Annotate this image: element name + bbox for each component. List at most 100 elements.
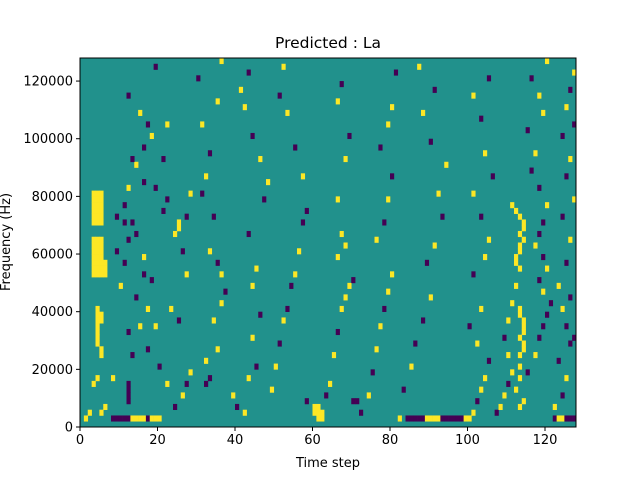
heatmap-cell: [517, 352, 523, 359]
heatmap-cell: [103, 403, 108, 411]
heatmap-cell: [103, 271, 108, 278]
heatmap-cell: [165, 380, 170, 387]
heatmap-cell: [328, 380, 333, 387]
heatmap-cell: [517, 305, 523, 312]
x-axis-title: Time step: [295, 456, 360, 471]
heatmap-cell: [95, 311, 100, 318]
heatmap-cell: [95, 375, 100, 382]
heatmap-cell: [335, 254, 340, 261]
heatmap-cell: [184, 380, 189, 387]
heatmap-cell: [568, 156, 573, 163]
heatmap-cell: [351, 398, 356, 405]
heatmap-cell: [142, 179, 147, 186]
heatmap-cell: [552, 415, 557, 422]
heatmap-cell: [436, 190, 441, 197]
heatmap-cell: [471, 190, 476, 197]
heatmap-cell: [99, 271, 104, 278]
heatmap-cell: [393, 69, 399, 76]
heatmap-cell: [421, 109, 426, 116]
heatmap-cell: [510, 300, 515, 307]
heatmap-cell: [91, 248, 96, 255]
heatmap-cell: [370, 369, 375, 376]
heatmap-cell: [409, 363, 414, 370]
heatmap-cell: [142, 271, 147, 278]
heatmap-cell: [99, 409, 104, 416]
heatmap-cell: [316, 415, 321, 422]
heatmap-cell: [207, 248, 213, 255]
heatmap-cell: [95, 328, 100, 336]
heatmap-cell: [130, 156, 135, 163]
heatmap-cell: [564, 173, 569, 180]
heatmap-cell: [424, 415, 430, 422]
heatmap-cell: [541, 109, 546, 116]
heatmap-cell: [173, 230, 178, 238]
heatmap-cell: [304, 398, 309, 405]
heatmap-cell: [114, 248, 120, 255]
heatmap-cell: [471, 409, 476, 416]
heatmap-cell: [176, 317, 182, 324]
heatmap-cell: [293, 144, 298, 151]
heatmap-cell: [142, 415, 147, 422]
heatmap-cell: [258, 311, 263, 318]
heatmap-cell: [417, 63, 422, 70]
heatmap-cell: [149, 277, 154, 284]
heatmap-cell: [99, 352, 104, 359]
heatmap-cell: [560, 392, 565, 399]
heatmap-cell: [215, 346, 220, 353]
heatmap-cell: [517, 242, 523, 249]
heatmap-cell: [525, 127, 530, 134]
heatmap-cell: [347, 132, 352, 140]
heatmap-cell: [99, 346, 104, 353]
plot-background: [80, 58, 576, 427]
y-axis-title: Frequency (Hz): [0, 193, 14, 291]
heatmap-cell: [517, 230, 523, 238]
y-tick-label: 100000: [23, 132, 73, 147]
heatmap-cell: [285, 109, 290, 116]
heatmap-cell: [95, 334, 100, 341]
heatmap-cell: [99, 202, 104, 209]
heatmap-cell: [517, 363, 523, 370]
heatmap-cell: [215, 98, 220, 105]
heatmap-cell: [153, 184, 158, 191]
heatmap-cell: [521, 328, 526, 336]
heatmap-cell: [145, 415, 151, 422]
heatmap-cell: [498, 403, 503, 411]
heatmap-cell: [417, 415, 422, 422]
heatmap-cell: [200, 190, 205, 197]
heatmap-cell: [153, 63, 158, 70]
heatmap-cell: [91, 219, 96, 226]
heatmap-cell: [126, 415, 131, 422]
heatmap-cell: [242, 409, 247, 416]
heatmap-cell: [204, 173, 209, 180]
heatmap-cell: [529, 75, 534, 82]
heatmap-cell: [521, 236, 526, 243]
heatmap-cell: [343, 294, 348, 301]
heatmap-cell: [510, 369, 515, 376]
heatmap-cell: [428, 415, 433, 422]
heatmap-cell: [541, 254, 546, 261]
heatmap-cells: [83, 58, 577, 422]
y-tick-label: 60000: [32, 248, 73, 263]
heatmap-cell: [231, 392, 236, 399]
heatmap-cell: [91, 259, 96, 266]
heatmap-cell: [502, 392, 507, 399]
heatmap-cell: [351, 277, 356, 284]
heatmap-cell: [560, 213, 565, 220]
heatmap-cell: [405, 415, 410, 422]
heatmap-cell: [316, 403, 321, 411]
heatmap-cell: [347, 282, 352, 289]
heatmap-cell: [355, 398, 360, 405]
heatmap-cell: [95, 202, 100, 209]
heatmap-cell: [219, 58, 224, 65]
y-tick-label: 40000: [32, 305, 73, 320]
heatmap-cell: [289, 282, 294, 289]
heatmap-cell: [91, 380, 96, 387]
heatmap-cell: [176, 219, 182, 226]
heatmap-cell: [320, 409, 325, 416]
heatmap-cell: [545, 58, 550, 65]
heatmap-cell: [215, 259, 220, 266]
heatmap-cell: [99, 248, 104, 255]
heatmap-cell: [91, 265, 96, 272]
heatmap-cell: [219, 300, 224, 307]
